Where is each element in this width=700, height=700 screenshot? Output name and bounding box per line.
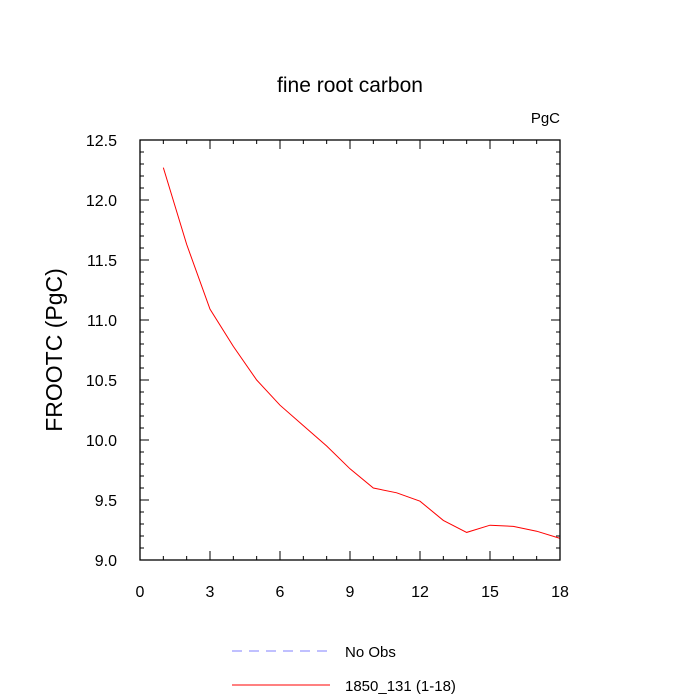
y-tick-label: 11.5 [87, 253, 117, 270]
legend-label-1850-131: 1850_131 (1-18) [345, 678, 456, 695]
y-tick-label: 10.5 [86, 373, 117, 390]
legend: No Obs 1850_131 (1-18) [232, 644, 456, 695]
x-tick-label: 15 [481, 584, 499, 601]
x-tick-label: 3 [206, 584, 215, 601]
legend-label-no-obs: No Obs [345, 644, 396, 661]
x-tick-label: 6 [276, 584, 285, 601]
series-line-0 [162, 167, 561, 539]
axis-tick-labels: 0 3 6 9 12 15 18 9.0 9.5 10.0 10.5 11.0 11.5 12.0 12.5 [86, 133, 569, 601]
x-tick-label: 9 [346, 584, 355, 601]
axis-ticks [139, 139, 561, 561]
plot-frame [139, 139, 561, 561]
chart-title: fine root carbon [277, 74, 423, 97]
x-tick-label: 12 [411, 584, 429, 601]
y-axis-label: FROOTC (PgC) [41, 268, 67, 432]
y-tick-label: 10.0 [86, 433, 117, 450]
y-tick-label: 12.5 [86, 133, 117, 150]
y-tick-label: 11.0 [87, 313, 117, 330]
x-tick-label: 0 [136, 584, 145, 601]
y-tick-label: 9.5 [95, 493, 117, 510]
y-tick-label: 9.0 [95, 553, 117, 570]
series-layer [162, 167, 561, 539]
x-tick-label: 18 [551, 584, 569, 601]
units-label: PgC [531, 110, 560, 127]
y-tick-label: 12.0 [86, 193, 117, 210]
